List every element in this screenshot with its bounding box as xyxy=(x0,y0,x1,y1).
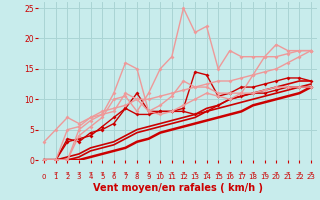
X-axis label: Vent moyen/en rafales ( km/h ): Vent moyen/en rafales ( km/h ) xyxy=(92,183,263,193)
